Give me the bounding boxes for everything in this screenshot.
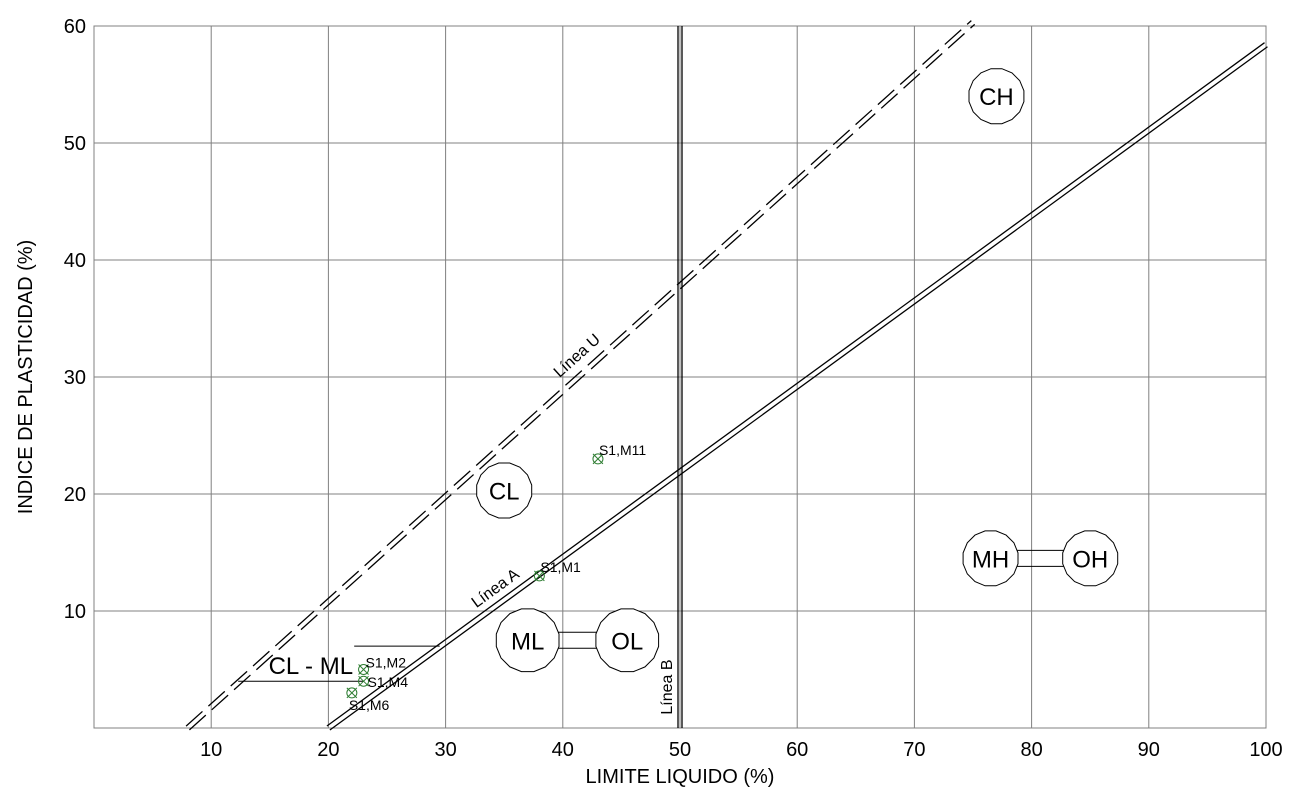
data-point-cross — [358, 675, 369, 687]
x-tick-label: 30 — [434, 739, 456, 761]
zone-badge — [968, 68, 1025, 125]
x-tick-label: 50 — [669, 739, 691, 761]
data-point — [592, 453, 604, 465]
y-tick-label: 40 — [64, 250, 86, 272]
x-tick-label: 100 — [1249, 739, 1282, 761]
line-b-label: Línea B — [659, 659, 676, 714]
zone-label-ml: ML — [511, 628, 544, 655]
x-tick-label: 20 — [317, 739, 339, 761]
zone-badge — [1062, 530, 1119, 587]
data-point-cross — [358, 664, 369, 675]
x-tick-label: 40 — [552, 739, 574, 761]
zone-label-ol: OL — [611, 628, 643, 655]
y-axis-title: INDICE DE PLASTICIDAD (%) — [15, 240, 37, 514]
x-axis-title: LIMITE LIQUIDO (%) — [586, 766, 775, 788]
data-point-label: S1,M1 — [540, 559, 581, 575]
y-tick-label: 50 — [64, 133, 86, 155]
data-point-label: S1,M6 — [349, 697, 390, 713]
zone-badge — [476, 462, 533, 519]
data-point-label: S1,M2 — [366, 655, 407, 671]
zone-label-cl: CL — [489, 478, 520, 505]
x-tick-label: 90 — [1138, 739, 1160, 761]
zone-labels: CH CL MH OH ML OL CL - ML — [238, 68, 1119, 682]
line-a — [326, 42, 1265, 727]
y-tick-label: 10 — [64, 601, 86, 623]
zone-label-oh: OH — [1072, 546, 1108, 573]
zone-badge — [962, 530, 1019, 587]
x-tick-label: 60 — [786, 739, 808, 761]
data-point — [346, 687, 358, 699]
x-tick-label: 80 — [1020, 739, 1042, 761]
y-tick-label: 60 — [64, 16, 86, 38]
y-tick-label: 20 — [64, 484, 86, 506]
data-point — [358, 675, 370, 687]
zone-label-mh: MH — [972, 546, 1009, 573]
data-point-label: S1,M4 — [368, 674, 409, 690]
data-point-cross — [346, 687, 358, 699]
zone-badge — [595, 608, 660, 673]
data-point — [533, 570, 545, 582]
data-point-label: S1,M11 — [599, 442, 646, 458]
grid — [94, 25, 1267, 728]
x-tick-label: 10 — [200, 739, 222, 761]
line-u — [185, 20, 972, 727]
zone-label-ch: CH — [979, 84, 1014, 111]
line-a — [329, 46, 1268, 731]
line-u — [188, 23, 976, 731]
tick-labels: 10 20 30 40 50 60 70 80 90 100 10 20 30 40 50 60 — [64, 16, 1283, 761]
x-tick-label: 70 — [903, 739, 925, 761]
data-point-cross — [534, 570, 545, 582]
zone-label-cl-ml: CL - ML — [269, 653, 353, 680]
y-tick-label: 30 — [64, 367, 86, 389]
data-point-cross — [592, 453, 604, 465]
data-points: S1,M11 S1,M1 S1,M2 S1,M4 S1,M6 — [346, 442, 646, 713]
data-point — [358, 664, 370, 675]
zone-badge — [495, 608, 560, 673]
